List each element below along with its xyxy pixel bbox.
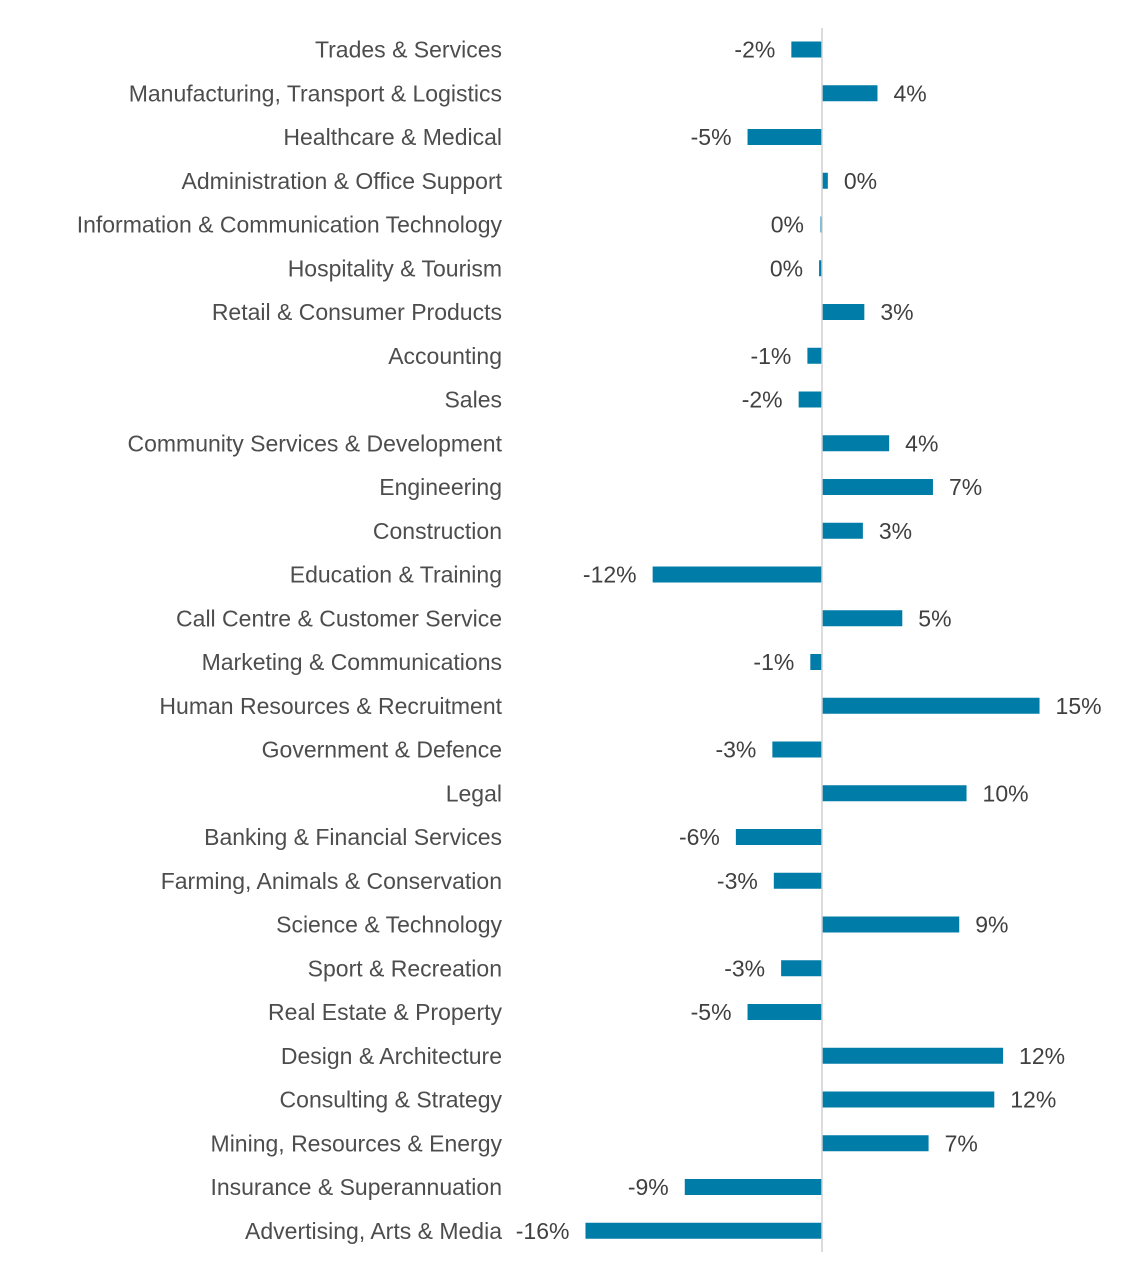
bar — [822, 1091, 995, 1108]
category-label: Education & Training — [290, 562, 502, 588]
bar — [822, 610, 903, 627]
category-label: Mining, Resources & Energy — [211, 1130, 503, 1156]
bars-group — [585, 41, 1040, 1239]
bar — [735, 829, 822, 845]
category-label: Science & Technology — [276, 912, 502, 938]
value-label: -1% — [750, 343, 791, 369]
category-label: Human Resources & Recruitment — [159, 693, 502, 719]
bar — [822, 785, 967, 802]
bar — [781, 960, 822, 977]
value-label: -2% — [742, 387, 783, 413]
category-label: Hospitality & Tourism — [288, 255, 502, 281]
value-label: 7% — [945, 1130, 978, 1156]
bar — [684, 1179, 822, 1195]
bar — [822, 435, 890, 452]
bar — [773, 872, 822, 889]
bar — [822, 522, 863, 539]
category-label: Retail & Consumer Products — [212, 299, 502, 325]
value-label: -3% — [715, 737, 756, 763]
value-labels-group: -2% 4% -5% 0% 0% 0% 3% -1% -2% 4% 7% 3% -12% 5% -1% 15%… — [516, 37, 1102, 1244]
value-label: -5% — [691, 999, 732, 1025]
category-labels-group: Trades & Services Manufacturing, Transpor… — [77, 37, 503, 1244]
bar — [822, 1047, 1004, 1064]
category-label: Legal — [446, 780, 502, 806]
value-label: -1% — [753, 649, 794, 675]
value-label: -6% — [679, 824, 720, 850]
bar — [822, 479, 933, 495]
value-label: 3% — [880, 299, 913, 325]
category-label: Manufacturing, Transport & Logistics — [129, 80, 502, 106]
value-label: 4% — [905, 430, 938, 456]
category-label: Sales — [444, 387, 502, 413]
value-label: 7% — [949, 474, 982, 500]
category-label: Government & Defence — [262, 737, 502, 763]
bar — [652, 566, 822, 583]
value-label: -3% — [724, 955, 765, 981]
category-label: Administration & Office Support — [182, 168, 503, 194]
bar — [798, 391, 822, 408]
bar — [585, 1222, 822, 1239]
bar — [747, 129, 822, 145]
bar — [822, 916, 960, 933]
category-label: Information & Communication Technology — [77, 212, 503, 238]
category-label: Sport & Recreation — [308, 955, 502, 981]
value-label: 12% — [1019, 1043, 1065, 1069]
value-label: 0% — [844, 168, 877, 194]
bar — [807, 347, 822, 364]
value-label: 4% — [893, 80, 926, 106]
category-label: Advertising, Arts & Media — [245, 1218, 502, 1244]
value-label: -12% — [583, 562, 637, 588]
bar — [822, 172, 828, 189]
category-label: Design & Architecture — [281, 1043, 502, 1069]
value-label: 15% — [1056, 693, 1102, 719]
bar — [810, 654, 822, 670]
bar — [747, 1004, 822, 1020]
bar — [822, 304, 865, 320]
value-label: 0% — [771, 212, 804, 238]
category-label: Call Centre & Customer Service — [176, 605, 502, 631]
category-label: Community Services & Development — [127, 430, 502, 456]
value-label: 0% — [770, 255, 803, 281]
value-label: 10% — [983, 780, 1029, 806]
bar — [822, 1135, 929, 1152]
category-label: Engineering — [379, 474, 502, 500]
value-label: -2% — [734, 37, 775, 63]
category-label: Farming, Animals & Conservation — [161, 868, 502, 894]
category-label: Construction — [373, 518, 502, 544]
bar — [791, 41, 822, 58]
bar — [822, 697, 1040, 714]
value-label: -16% — [516, 1218, 570, 1244]
category-label: Real Estate & Property — [268, 999, 502, 1025]
category-label: Consulting & Strategy — [280, 1087, 503, 1113]
bar — [822, 85, 878, 102]
value-label: -5% — [691, 124, 732, 150]
category-label: Marketing & Communications — [202, 649, 502, 675]
bar — [772, 741, 822, 758]
value-label: 9% — [975, 912, 1008, 938]
value-label: 12% — [1010, 1087, 1056, 1113]
value-label: 5% — [918, 605, 951, 631]
value-label: -9% — [628, 1174, 669, 1200]
value-label: 3% — [879, 518, 912, 544]
value-label: -3% — [717, 868, 758, 894]
category-label: Trades & Services — [315, 37, 502, 63]
category-label: Accounting — [388, 343, 502, 369]
category-label: Healthcare & Medical — [283, 124, 502, 150]
category-label: Banking & Financial Services — [204, 824, 502, 850]
bar — [819, 260, 822, 277]
category-label: Insurance & Superannuation — [210, 1174, 502, 1200]
